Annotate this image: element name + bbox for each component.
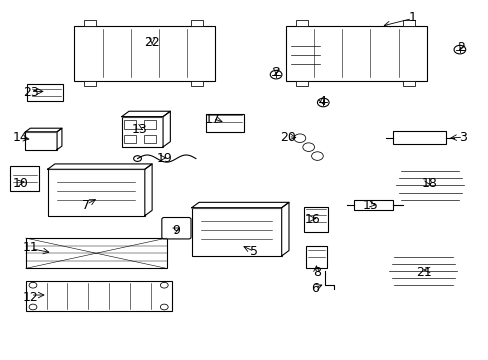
Bar: [303, 207, 327, 232]
Text: 2: 2: [272, 66, 280, 79]
Bar: [47, 169, 144, 216]
Bar: [26, 281, 171, 311]
Bar: [122, 117, 163, 147]
Text: 8: 8: [313, 266, 321, 279]
Polygon shape: [281, 202, 288, 256]
Bar: [295, 81, 307, 86]
Bar: [124, 120, 136, 129]
Bar: [402, 81, 414, 86]
Text: 15: 15: [362, 198, 378, 212]
Text: 5: 5: [250, 245, 258, 258]
Bar: [353, 200, 392, 210]
Text: 1: 1: [407, 11, 415, 24]
Text: 7: 7: [82, 198, 90, 212]
Text: 19: 19: [156, 152, 172, 165]
Text: 9: 9: [172, 224, 180, 237]
Text: 12: 12: [22, 291, 39, 305]
Polygon shape: [25, 128, 62, 132]
Bar: [285, 26, 426, 81]
Bar: [124, 135, 136, 143]
Polygon shape: [163, 111, 170, 147]
Bar: [143, 135, 155, 143]
Polygon shape: [122, 111, 170, 117]
Text: 4: 4: [318, 95, 325, 108]
Text: 10: 10: [13, 177, 29, 190]
Polygon shape: [57, 128, 62, 150]
Text: 18: 18: [421, 177, 436, 190]
Polygon shape: [191, 202, 288, 208]
Polygon shape: [47, 164, 152, 169]
Bar: [74, 26, 215, 81]
Text: 14: 14: [13, 131, 29, 144]
Text: 6: 6: [310, 283, 318, 296]
Bar: [26, 238, 166, 269]
Bar: [84, 20, 96, 26]
Bar: [25, 132, 57, 150]
Bar: [191, 208, 281, 256]
Bar: [84, 81, 96, 86]
Bar: [191, 81, 203, 86]
Bar: [143, 120, 155, 129]
Bar: [402, 20, 414, 26]
Text: 11: 11: [22, 241, 39, 255]
Text: 20: 20: [280, 131, 296, 144]
Bar: [191, 20, 203, 26]
Bar: [392, 131, 446, 144]
Text: 3: 3: [458, 131, 466, 144]
Text: 21: 21: [416, 266, 431, 279]
Text: 2: 2: [456, 41, 464, 54]
Bar: [305, 246, 326, 267]
Text: 22: 22: [144, 36, 160, 49]
Text: 17: 17: [204, 113, 221, 126]
Text: 13: 13: [132, 123, 147, 136]
Bar: [295, 20, 307, 26]
Bar: [10, 166, 39, 191]
FancyBboxPatch shape: [162, 217, 191, 239]
Bar: [205, 114, 244, 132]
Bar: [27, 84, 63, 102]
Polygon shape: [144, 164, 152, 216]
Text: 16: 16: [304, 213, 320, 226]
Text: 23: 23: [22, 86, 39, 99]
